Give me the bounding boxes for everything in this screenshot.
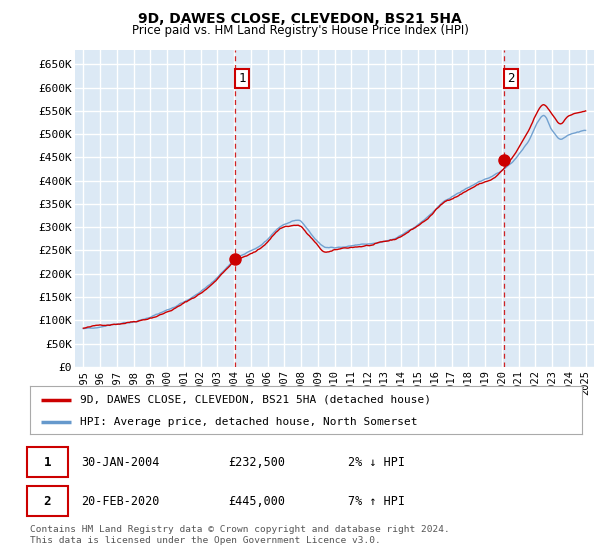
Text: 2% ↓ HPI: 2% ↓ HPI — [348, 455, 405, 469]
Text: Price paid vs. HM Land Registry's House Price Index (HPI): Price paid vs. HM Land Registry's House … — [131, 24, 469, 37]
Text: 20-FEB-2020: 20-FEB-2020 — [81, 494, 160, 508]
Text: 2: 2 — [507, 72, 515, 85]
Text: 1: 1 — [238, 72, 246, 85]
Text: 1: 1 — [44, 455, 51, 469]
Text: 9D, DAWES CLOSE, CLEVEDON, BS21 5HA: 9D, DAWES CLOSE, CLEVEDON, BS21 5HA — [138, 12, 462, 26]
Text: 9D, DAWES CLOSE, CLEVEDON, BS21 5HA (detached house): 9D, DAWES CLOSE, CLEVEDON, BS21 5HA (det… — [80, 395, 431, 405]
Text: HPI: Average price, detached house, North Somerset: HPI: Average price, detached house, Nort… — [80, 417, 417, 427]
Text: 30-JAN-2004: 30-JAN-2004 — [81, 455, 160, 469]
Text: £232,500: £232,500 — [228, 455, 285, 469]
Text: £445,000: £445,000 — [228, 494, 285, 508]
Text: 2: 2 — [44, 494, 51, 508]
Text: Contains HM Land Registry data © Crown copyright and database right 2024.
This d: Contains HM Land Registry data © Crown c… — [30, 525, 450, 545]
Text: 7% ↑ HPI: 7% ↑ HPI — [348, 494, 405, 508]
